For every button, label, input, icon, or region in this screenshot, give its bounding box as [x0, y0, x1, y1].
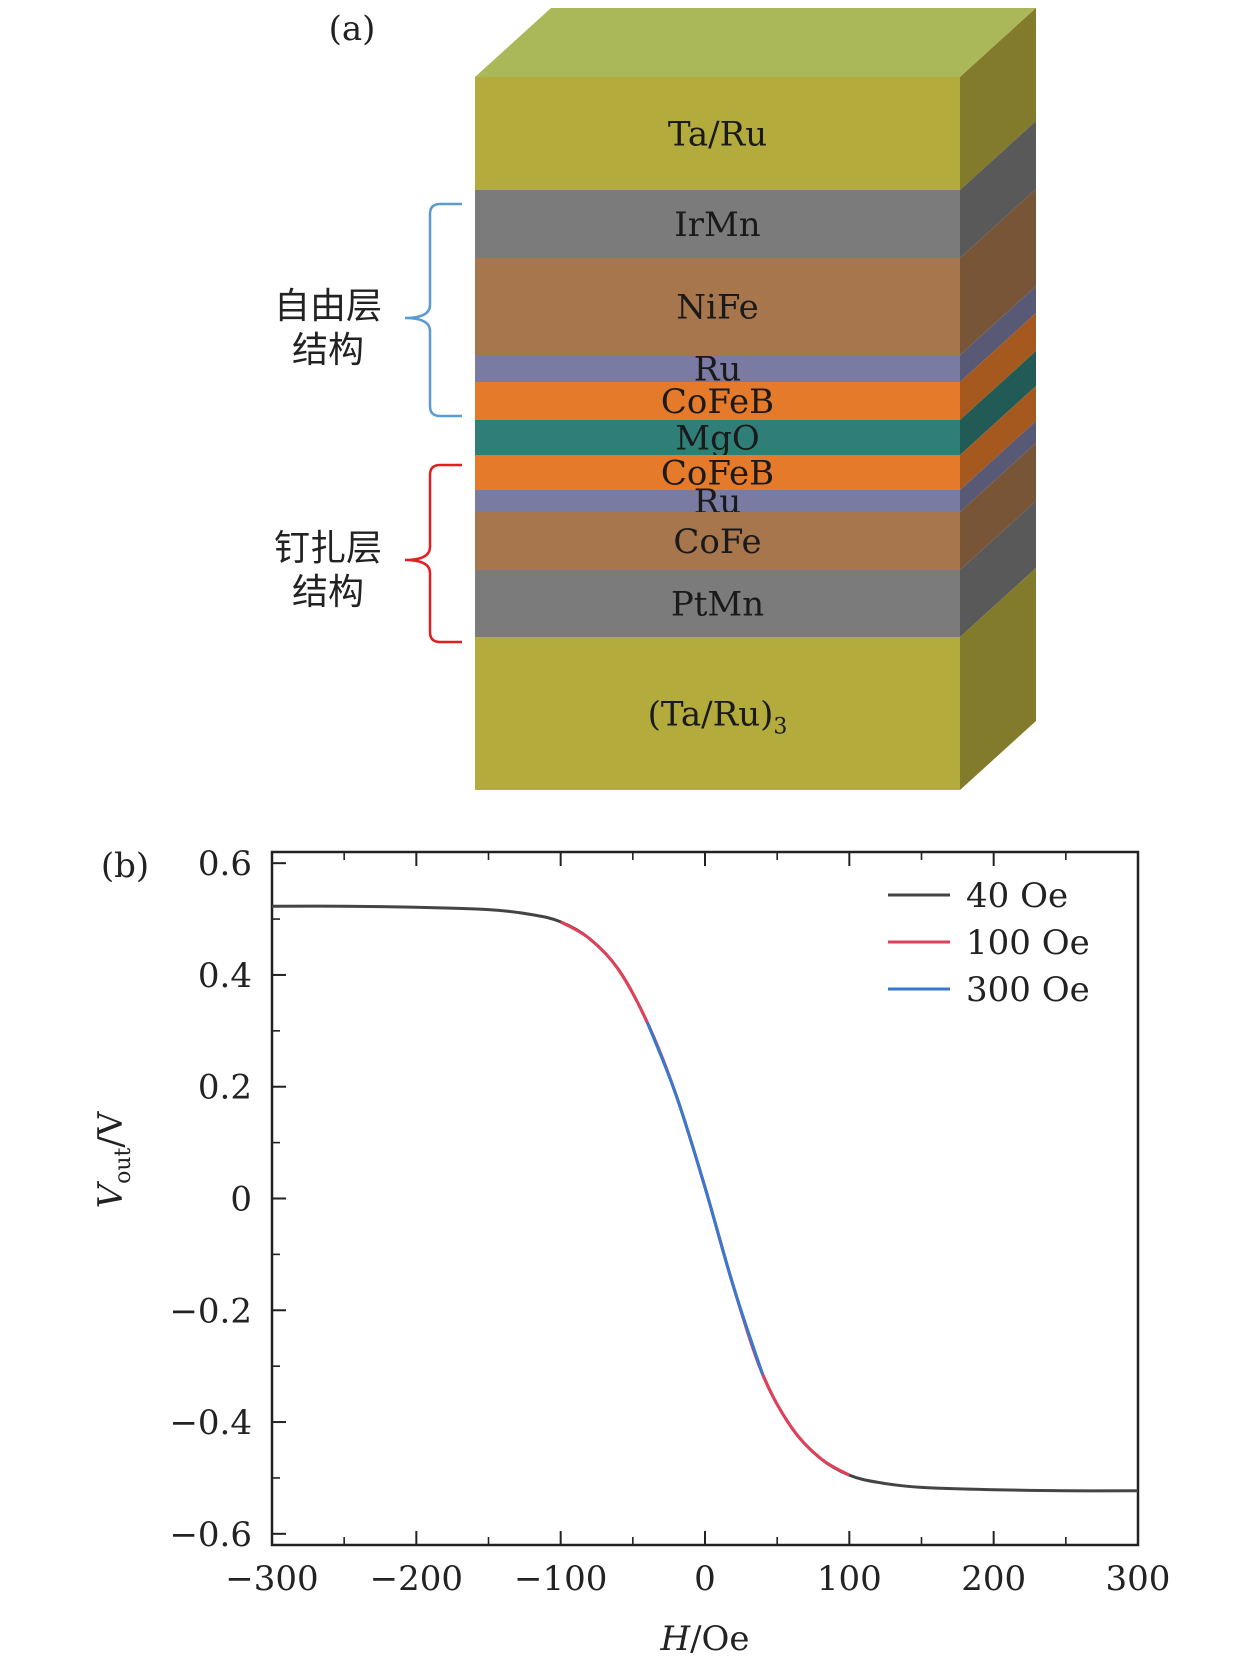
layer-label: IrMn: [674, 205, 760, 245]
layer-front-face: [475, 258, 960, 355]
y-tick-label: 0: [230, 1180, 252, 1220]
x-tick-label: 300: [1106, 1559, 1171, 1599]
layer-label: NiFe: [676, 288, 758, 328]
y-axis-label: Vout/V: [91, 1110, 136, 1208]
layer-side-face: [960, 121, 1036, 258]
layer-label: CoFeB: [661, 382, 774, 422]
layer-front-face: [475, 570, 960, 637]
free-layer-label-line2: 结构: [292, 330, 364, 371]
free-layer-brace: [404, 202, 462, 418]
layer-side-face: [960, 568, 1036, 790]
transfer-curve-chart: (b) −300 −200 −100 0 100 200 300 0.6 0.4 0.2 0 −0.2…: [91, 844, 1170, 1659]
stack-top-face: [475, 8, 1036, 77]
layer-side-face: [960, 443, 1036, 570]
chart-legend: 40 Oe 100 Oe 300 Oe: [888, 876, 1090, 1010]
layer-side-face: [960, 501, 1036, 637]
y-tick-label: −0.2: [169, 1291, 252, 1331]
layer-side-face: [960, 421, 1036, 512]
layer-front-face: [475, 512, 960, 570]
layer-label: PtMn: [671, 585, 764, 625]
x-tick-label: 200: [961, 1559, 1026, 1599]
layer-label: MgO: [675, 419, 759, 459]
x-tick-label: 0: [694, 1559, 716, 1599]
legend-label: 300 Oe: [966, 970, 1090, 1010]
y-tick-label: 0.2: [198, 1068, 252, 1108]
layer-front-face: [475, 455, 960, 490]
layer-front-face: [475, 355, 960, 382]
x-tick-label: −200: [370, 1559, 463, 1599]
layer-stack-diagram: (a) Ta/RuIrMnNiFeRuCoFeBMgOCoFeBRuCoFePt…: [274, 8, 1036, 790]
layer-label: Ta/Ru: [668, 115, 767, 155]
x-tick-label: −300: [225, 1559, 318, 1599]
y-tick-label: 0.6: [198, 844, 252, 884]
y-tick-label: −0.6: [169, 1515, 252, 1555]
layer-front-face: [475, 420, 960, 455]
pinned-layer-label-line2: 结构: [292, 572, 364, 613]
layer-side-face: [960, 351, 1036, 455]
layer-side-face: [960, 8, 1036, 190]
layer-front-face: [475, 382, 960, 420]
layer-front-face: [475, 490, 960, 512]
layer-front-face: [475, 637, 960, 790]
layer-label: (Ta/Ru)3: [648, 695, 788, 740]
legend-label: 40 Oe: [966, 876, 1068, 916]
y-tick-label: −0.4: [169, 1403, 252, 1443]
layer-label: CoFe: [673, 522, 761, 562]
pinned-layer-label-line1: 钉扎层: [274, 528, 382, 569]
series-line-1: [559, 920, 851, 1477]
series-line-2: [645, 1021, 765, 1375]
layer-side-face: [960, 313, 1036, 420]
layer-label: CoFeB: [661, 454, 774, 494]
panel-a-label: (a): [329, 9, 376, 49]
free-layer-label-line1: 自由层: [274, 286, 382, 327]
layer-front-face: [475, 77, 960, 190]
layer-side-face: [960, 189, 1036, 355]
legend-label: 100 Oe: [966, 923, 1090, 963]
x-axis-label: H/Oe: [659, 1619, 749, 1659]
pinned-layer-brace: [404, 463, 462, 644]
panel-b-label: (b): [101, 846, 149, 886]
y-tick-label: 0.4: [198, 956, 252, 996]
layer-front-face: [475, 190, 960, 258]
layer-side-face: [960, 386, 1036, 490]
x-tick-label: 100: [817, 1559, 882, 1599]
layer-side-face: [960, 286, 1036, 382]
x-tick-label: −100: [514, 1559, 607, 1599]
